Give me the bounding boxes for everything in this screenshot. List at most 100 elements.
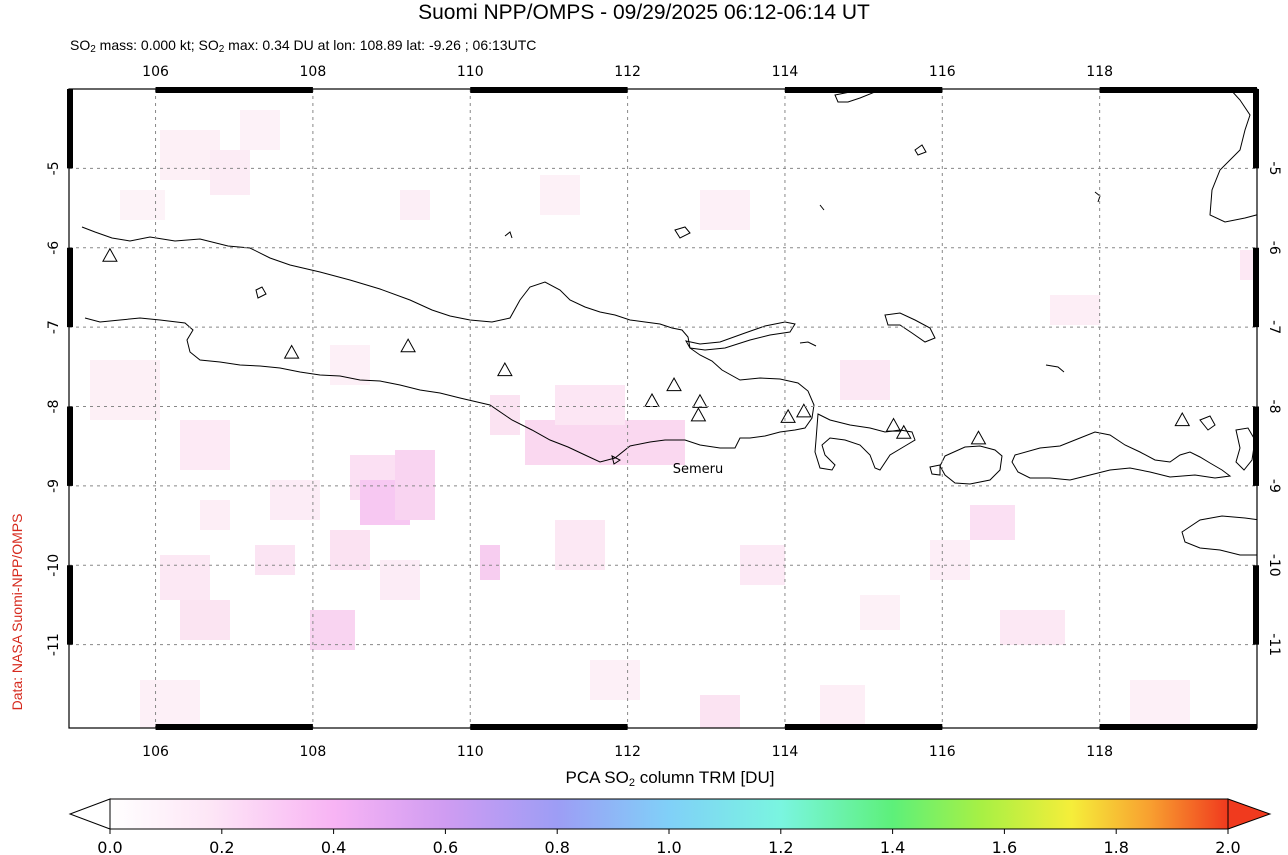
plot-title: Suomi NPP/OMPS - 09/29/2025 06:12-06:14 … [418, 1, 870, 24]
colorbar-tick-label: 1.6 [992, 838, 1017, 855]
so2-pixel [1240, 250, 1257, 280]
coastline-small-island [255, 286, 267, 299]
lon-tick-label-top: 116 [929, 64, 956, 80]
volcano-triangle [666, 377, 682, 392]
volcano-triangle [690, 407, 707, 422]
coastline-small-island [611, 455, 621, 465]
so2-pixels [90, 110, 1257, 728]
axis-tick-labels: 106 106 108 108 110 110 112 112 114 114 116 116 118 1… [46, 64, 1282, 760]
coastline-lombok [939, 445, 1003, 485]
coastline-small-island [914, 144, 927, 156]
colorbar-title: PCA SO2 column TRM [DU] [565, 768, 775, 789]
volcano-triangle [970, 430, 987, 445]
colorbar: 0.0 0.2 0.4 0.6 0.8 1.0 1.2 1.4 1.6 1.8 2.0 [68, 798, 1272, 855]
frame-bar-bottom [1099, 724, 1257, 730]
lon-tick-label-top: 118 [1086, 64, 1113, 80]
coastline-java [81, 226, 815, 463]
lat-tick-label-left: -9 [46, 479, 62, 493]
so2-pixel [525, 420, 685, 465]
so2-pixel [700, 695, 740, 728]
lon-tick-label-top: 110 [457, 64, 484, 80]
volcano-markers [102, 247, 1191, 445]
so2-pixel [380, 560, 420, 600]
so2-pixel [90, 360, 160, 420]
lon-tick-label-top: 112 [614, 64, 641, 80]
volcano-triangle [1174, 411, 1191, 427]
so2-pixel [210, 150, 250, 195]
so2-pixel [840, 360, 890, 400]
so2-pixel [180, 420, 230, 470]
volcano-triangle [795, 403, 812, 418]
volcano-triangle [400, 338, 416, 353]
frame-bar-bottom [470, 724, 628, 730]
lat-tick-label-left: -7 [46, 320, 62, 334]
colorbar-body [109, 798, 1229, 830]
coastline-small-island [1235, 427, 1256, 471]
so2-pixel [120, 190, 165, 220]
coastline-small-island [674, 226, 691, 239]
frame-bar-right [1253, 247, 1259, 328]
lon-tick-label-bottom: 118 [1086, 744, 1113, 760]
lon-tick-label-bottom: 116 [929, 744, 956, 760]
colorbar-tick-label: 0.4 [321, 838, 346, 855]
lon-tick-label-bottom: 112 [614, 744, 641, 760]
volcano-triangle [102, 247, 118, 262]
frame-bar-bottom [784, 724, 943, 730]
lon-tick-label-bottom: 108 [300, 744, 327, 760]
so2-pixel [400, 190, 430, 220]
so2-pixel [180, 600, 230, 640]
coastline-madura [685, 321, 796, 351]
lat-tick-label-right: -6 [1266, 241, 1282, 255]
frame-bar-top [1099, 87, 1257, 93]
colorbar-tick-label: 0.2 [209, 838, 234, 855]
so2-pixel [480, 545, 500, 580]
coastline-sumba [1181, 515, 1257, 556]
so2-pixel [555, 520, 605, 570]
so2-pixel [140, 680, 200, 728]
lon-tick-label-bottom: 114 [772, 744, 799, 760]
frame-bar-top [155, 87, 313, 93]
coastline-small-island [929, 464, 941, 476]
lat-tick-label-right: -5 [1266, 161, 1282, 175]
so2-pixel [970, 505, 1015, 540]
lon-tick-label-bottom: 110 [457, 744, 484, 760]
so2-pixel [540, 175, 580, 215]
frame-bar-top [784, 87, 943, 93]
frame-bar-right [1253, 89, 1259, 169]
frame-tick-bars [67, 87, 1259, 730]
lon-tick-label-top: 106 [142, 64, 169, 80]
coastline-small-island [1199, 415, 1216, 431]
so2-pixel [200, 500, 230, 530]
so2-pixel [820, 685, 865, 725]
coastline-small-island [504, 231, 513, 239]
frame-bar-bottom [155, 724, 313, 730]
frame-bar-left [67, 89, 73, 169]
coastline-small-island [1045, 364, 1065, 373]
gridlines [69, 89, 1257, 728]
frame-bar-left [67, 247, 73, 328]
so2-pixel [310, 610, 355, 650]
lat-tick-label-left: -10 [46, 554, 62, 577]
volcano-triangle [780, 408, 796, 423]
coastline-bali [814, 413, 916, 471]
lat-tick-label-right: -7 [1266, 320, 1282, 334]
so2-pixel [700, 190, 750, 230]
colorbar-tick-label: 1.2 [768, 838, 793, 855]
lat-tick-label-right: -8 [1266, 400, 1282, 414]
volcano-triangle [895, 424, 912, 439]
lat-tick-label-left: -11 [46, 633, 62, 656]
volcano-triangle [692, 393, 708, 408]
coastline-sulawesi [1209, 89, 1257, 223]
so2-pixel [555, 385, 625, 425]
colorbar-max-arrow [1227, 798, 1272, 830]
frame-bar-left [67, 406, 73, 486]
so2-pixel [270, 480, 320, 520]
lat-tick-label-right: -9 [1266, 479, 1282, 493]
so2-pixel [1000, 610, 1065, 645]
volcano-triangle [497, 361, 513, 377]
so2-pixel [590, 660, 640, 700]
lat-tick-label-left: -6 [46, 241, 62, 255]
lon-tick-label-top: 108 [300, 64, 327, 80]
so2-pixel [255, 545, 295, 575]
